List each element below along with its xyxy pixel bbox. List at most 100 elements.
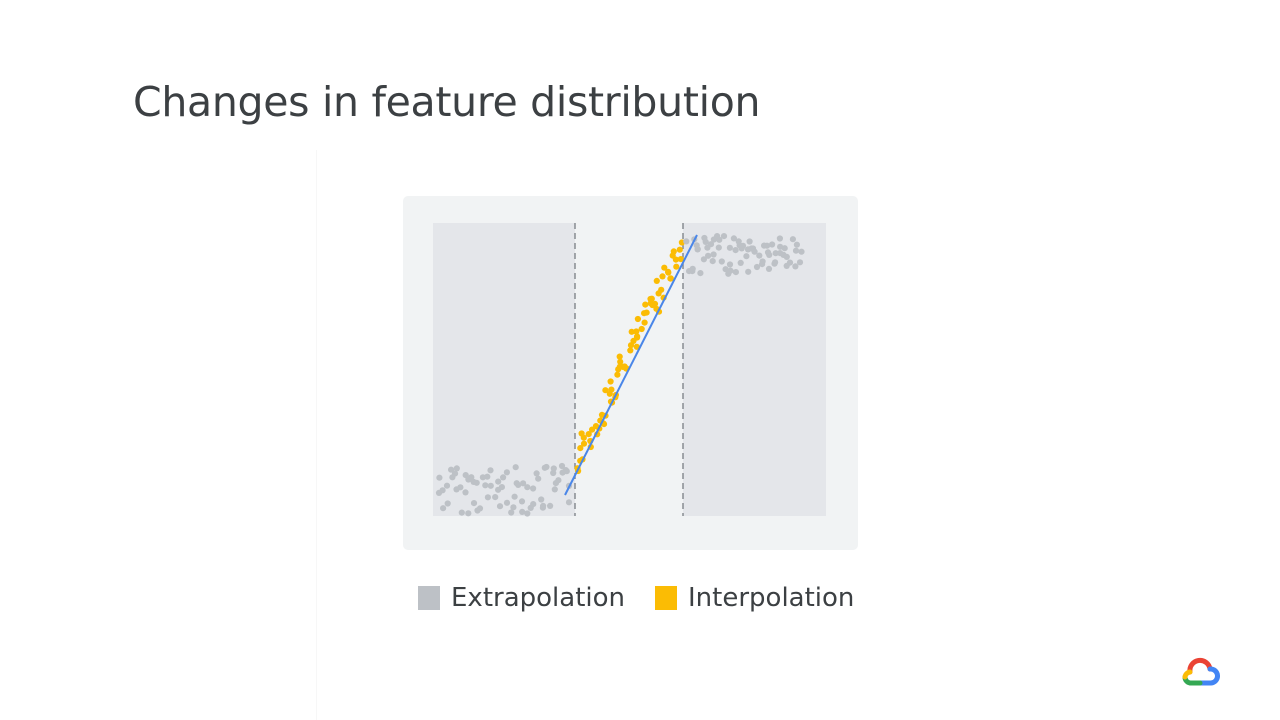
legend: Extrapolation Interpolation [418,580,884,616]
interpolation-point [608,386,615,393]
extrapolation-point [515,481,522,488]
extrapolation-point [796,259,804,266]
extrapolation-point [512,464,519,471]
extrapolation-point [482,482,489,489]
extrapolation-point [702,238,709,245]
extrapolation-point [498,484,505,491]
interpolation-point [647,295,654,303]
interpolation-point [641,319,648,326]
extrapolation-point [726,261,734,268]
extrapolation-point [763,242,771,249]
interpolation-point [649,301,656,309]
extrapolation-point [710,251,717,258]
extrapolation-point [533,470,540,477]
diagram-panel [403,196,858,550]
extrapolation-point [440,505,447,512]
extrapolation-point [470,500,478,507]
extrapolation-point [753,263,761,271]
extrapolation-point [496,503,504,510]
extrapolation-point [718,258,725,265]
interpolation-point [641,310,648,317]
extrapolation-point [751,248,758,255]
interpolation-points [574,239,685,475]
interpolation-point [617,358,624,365]
legend-item-extrapolation: Extrapolation [418,583,625,613]
faint-divider [316,150,317,720]
extrapolation-point [732,247,739,254]
extrapolation-point [786,259,794,266]
extrapolation-point [726,244,733,251]
extrapolation-point [746,238,753,245]
extrapolation-point [550,465,557,472]
interpolation-point [580,440,588,447]
extrapolation-point [524,510,531,517]
extrapolation-point [443,482,451,489]
interpolation-point [634,334,641,341]
extrapolation-point [547,502,554,509]
extrapolation-point [487,482,494,489]
legend-label-interpolation: Interpolation [688,583,855,613]
interpolation-point [602,387,609,394]
extrapolation-point [732,269,739,276]
extrapolation-point [565,499,573,506]
interpolation-point [607,378,614,385]
extrapolation-point [727,267,734,274]
extrapolation-point [495,478,502,485]
interpolation-point [673,263,680,270]
extrapolation-point [503,469,510,476]
interpolation-point [665,269,672,276]
extrapolation-point [745,268,752,275]
extrapolation-point [530,501,537,508]
extrapolation-point [555,477,562,484]
extrapolation-point [535,475,542,482]
extrapolation-point [759,261,766,268]
extrapolation-point [538,496,545,503]
extrapolation-point [743,253,750,260]
extrapolation-point [457,484,464,491]
extrapolation-point [510,504,517,511]
google-cloud-icon [1182,657,1220,686]
extrapolation-point [520,480,527,487]
extrapolation-point [563,468,570,475]
extrapolation-point [739,242,747,249]
interpolation-point [628,328,635,335]
extrapolation-point [720,233,728,240]
interpolation-point [642,301,649,308]
extrapolation-point [683,238,690,245]
interpolation-point [655,290,662,297]
interpolation-point [585,431,592,438]
extrapolation-point [484,494,491,501]
extrapolation-point [451,470,459,477]
extrapolation-point [511,493,518,500]
interpolation-point [627,342,635,349]
extrapolation-point [484,473,491,480]
extrapolation-point [551,486,558,493]
extrapolation-point [519,508,526,515]
extrapolation-point [793,241,800,248]
extrapolation-point [737,259,744,266]
interpolation-point [677,256,684,263]
legend-swatch-interpolation [655,586,678,610]
feature-distribution-diagram [433,223,826,517]
interpolation-point [577,445,584,452]
extrapolation-point [458,509,465,516]
extrapolation-points-high [683,233,805,277]
extrapolation-point [705,252,712,259]
extrapolation-point [473,479,480,486]
extrapolation-point [783,253,790,260]
extrapolation-point [756,252,763,259]
extrapolation-point [715,244,722,251]
interpolation-point [627,347,634,354]
interpolation-point [667,275,674,282]
extrapolation-point [436,474,443,481]
fit-line [564,234,698,496]
extrapolation-point [709,258,716,265]
extrapolation-point [765,265,773,272]
extrapolation-point [772,250,779,257]
extrapolation-point [448,466,455,473]
interpolation-point [672,256,679,263]
extrapolation-point [766,251,773,258]
extrapolation-point [700,256,707,263]
extrapolation-point [722,266,729,273]
legend-item-interpolation: Interpolation [655,583,854,613]
